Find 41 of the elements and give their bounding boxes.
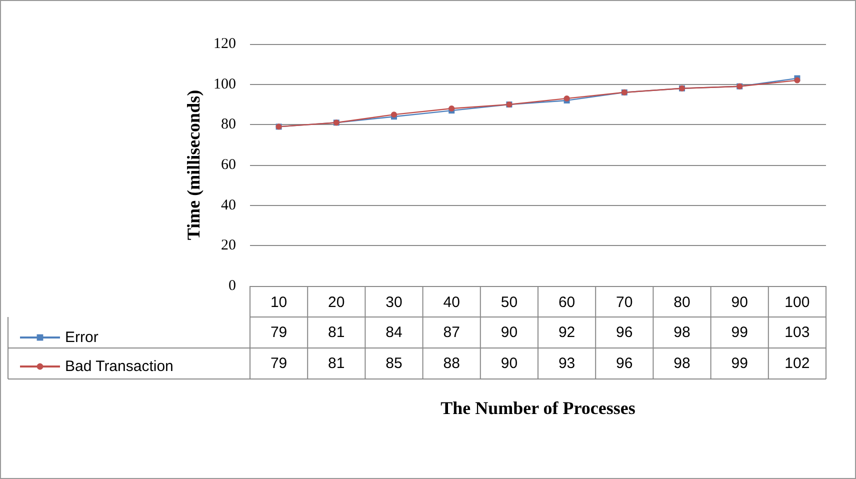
- data-label: 99: [731, 355, 748, 372]
- data-label: 87: [443, 324, 460, 341]
- data-label: 99: [731, 324, 748, 341]
- x-tick-label: 60: [558, 294, 576, 311]
- x-tick-label: 100: [784, 294, 810, 311]
- data-label: 81: [328, 324, 345, 341]
- data-label: 102: [784, 355, 810, 372]
- data-label: 93: [558, 355, 576, 372]
- x-tick-label: 30: [386, 294, 402, 311]
- data-label: 90: [500, 355, 518, 372]
- data-label: 85: [386, 355, 402, 372]
- data-label: 98: [674, 324, 690, 341]
- data-label: 98: [674, 355, 690, 372]
- x-tick-label: 20: [328, 294, 345, 311]
- y-tick-label: 40: [221, 197, 236, 214]
- data-label: 90: [500, 324, 518, 341]
- y-tick-label: 100: [214, 76, 236, 92]
- data-label: 96: [616, 324, 633, 341]
- y-tick-label: 0: [228, 278, 236, 294]
- y-tick-label: 120: [214, 36, 236, 52]
- y-tick-label: 60: [221, 157, 236, 173]
- data-label: 84: [386, 324, 402, 341]
- data-label: 92: [558, 324, 576, 341]
- data-label: 88: [443, 355, 460, 372]
- y-axis-title: Time (milliseconds): [184, 90, 204, 240]
- x-tick-label: 10: [270, 294, 288, 311]
- x-tick-label: 90: [731, 294, 748, 311]
- data-label: 96: [616, 355, 633, 372]
- x-tick-label: 50: [500, 294, 518, 311]
- x-tick-label: 40: [443, 294, 460, 311]
- x-tick-label: 80: [674, 294, 690, 311]
- x-tick-label: 70: [616, 294, 633, 311]
- legend-label: Bad Transaction: [65, 358, 174, 375]
- y-tick-label: 20: [221, 238, 236, 254]
- data-label: 79: [270, 355, 288, 372]
- data-label: 103: [784, 324, 810, 341]
- data-label: 79: [270, 324, 288, 341]
- legend-label: Error: [65, 329, 98, 346]
- y-tick-label: 80: [221, 116, 236, 133]
- data-label: 81: [328, 355, 345, 372]
- x-axis-title: The Number of Processes: [440, 398, 636, 418]
